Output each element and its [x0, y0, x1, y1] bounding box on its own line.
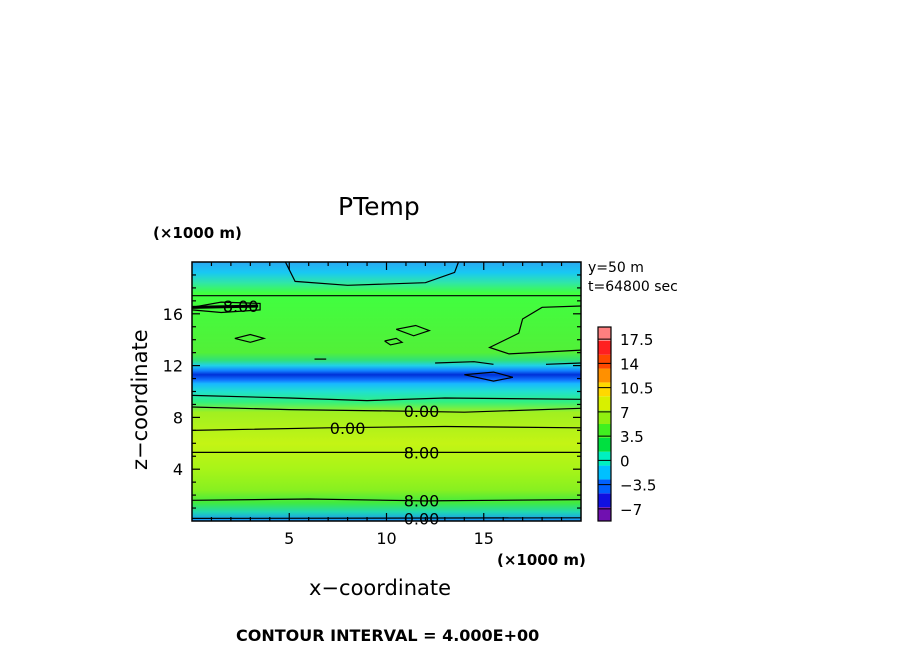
contour-line — [191, 406, 582, 413]
contour-line — [284, 261, 460, 286]
colorbar-tick-label: 7 — [620, 404, 630, 422]
colorbar-swatch — [598, 368, 611, 383]
contour-line-bold — [191, 304, 259, 309]
colorbar-tick-label: 17.5 — [620, 331, 653, 349]
contour-line — [191, 425, 582, 431]
contour-label: 8.00 — [404, 491, 440, 510]
colorbar-tick-label: 3.5 — [620, 428, 644, 446]
colorbar-swatch — [598, 354, 611, 369]
annotation-y-position: y=50 m — [588, 260, 644, 276]
colorbar-swatch — [598, 451, 611, 466]
contour-line — [464, 371, 514, 382]
y-tick-label: 4 — [173, 460, 183, 479]
contour-label: 8.00 — [404, 443, 440, 462]
colorbar-tick-label: 0 — [620, 452, 630, 470]
colorbar-swatch — [598, 396, 611, 411]
colorbar-tick-label: 10.5 — [620, 380, 653, 398]
y-tick-label: 8 — [173, 408, 183, 427]
y-tick-label: 12 — [163, 357, 183, 376]
contour-line — [545, 362, 582, 365]
chart-title: PTemp — [338, 192, 420, 221]
contour-interval-note: CONTOUR INTERVAL = 4.000E+00 — [236, 626, 540, 645]
annotation-time: t=64800 sec — [588, 279, 678, 295]
colorbar-swatch — [598, 340, 611, 355]
x-axis-label: x−coordinate — [309, 576, 452, 600]
contour-line — [395, 324, 432, 337]
contour-line — [191, 394, 582, 402]
contour-line — [435, 361, 494, 365]
y-axis-unit: (×1000 m) — [153, 224, 242, 242]
x-tick-label: 5 — [284, 529, 294, 548]
x-axis-unit: (×1000 m) — [497, 551, 586, 569]
colorbar-swatch — [598, 382, 611, 397]
colorbar-tick-label: −7 — [620, 501, 642, 519]
colorbar-swatch — [598, 327, 611, 341]
x-tick-label: 10 — [376, 529, 396, 548]
colorbar-swatch — [598, 437, 611, 452]
contour-lines — [191, 261, 582, 519]
colorbar: 17.5 14 10.5 7 3.5 0 −3.5 −7 — [597, 326, 656, 522]
contour-label-layer: 8.000.000.008.008.000.00 — [223, 297, 440, 528]
colorbar-swatch — [598, 410, 611, 424]
colorbar-swatch — [598, 493, 611, 508]
contour-label: 0.00 — [404, 509, 440, 528]
contour-label: 8.00 — [223, 297, 259, 316]
colorbar-swatch — [598, 465, 611, 480]
contour-line — [234, 333, 267, 343]
contour-line — [488, 305, 582, 355]
contour-line — [384, 337, 404, 346]
contour-label: 0.00 — [404, 402, 440, 421]
colorbar-swatch — [598, 479, 611, 494]
contour-line — [191, 301, 261, 314]
colorbar-tick-label: 14 — [620, 355, 639, 373]
colorbar-tick-label: −3.5 — [620, 477, 656, 495]
colorbar-swatch — [598, 507, 611, 521]
contour-line — [191, 498, 582, 502]
axes-layer: 5 10 15 4 8 12 16 — [163, 262, 581, 548]
colorbar-frame — [597, 326, 612, 522]
y-tick-label: 16 — [163, 305, 183, 324]
contour-label: 0.00 — [330, 419, 366, 438]
colorbar-swatch — [598, 424, 611, 438]
x-tick-label: 15 — [474, 529, 494, 548]
